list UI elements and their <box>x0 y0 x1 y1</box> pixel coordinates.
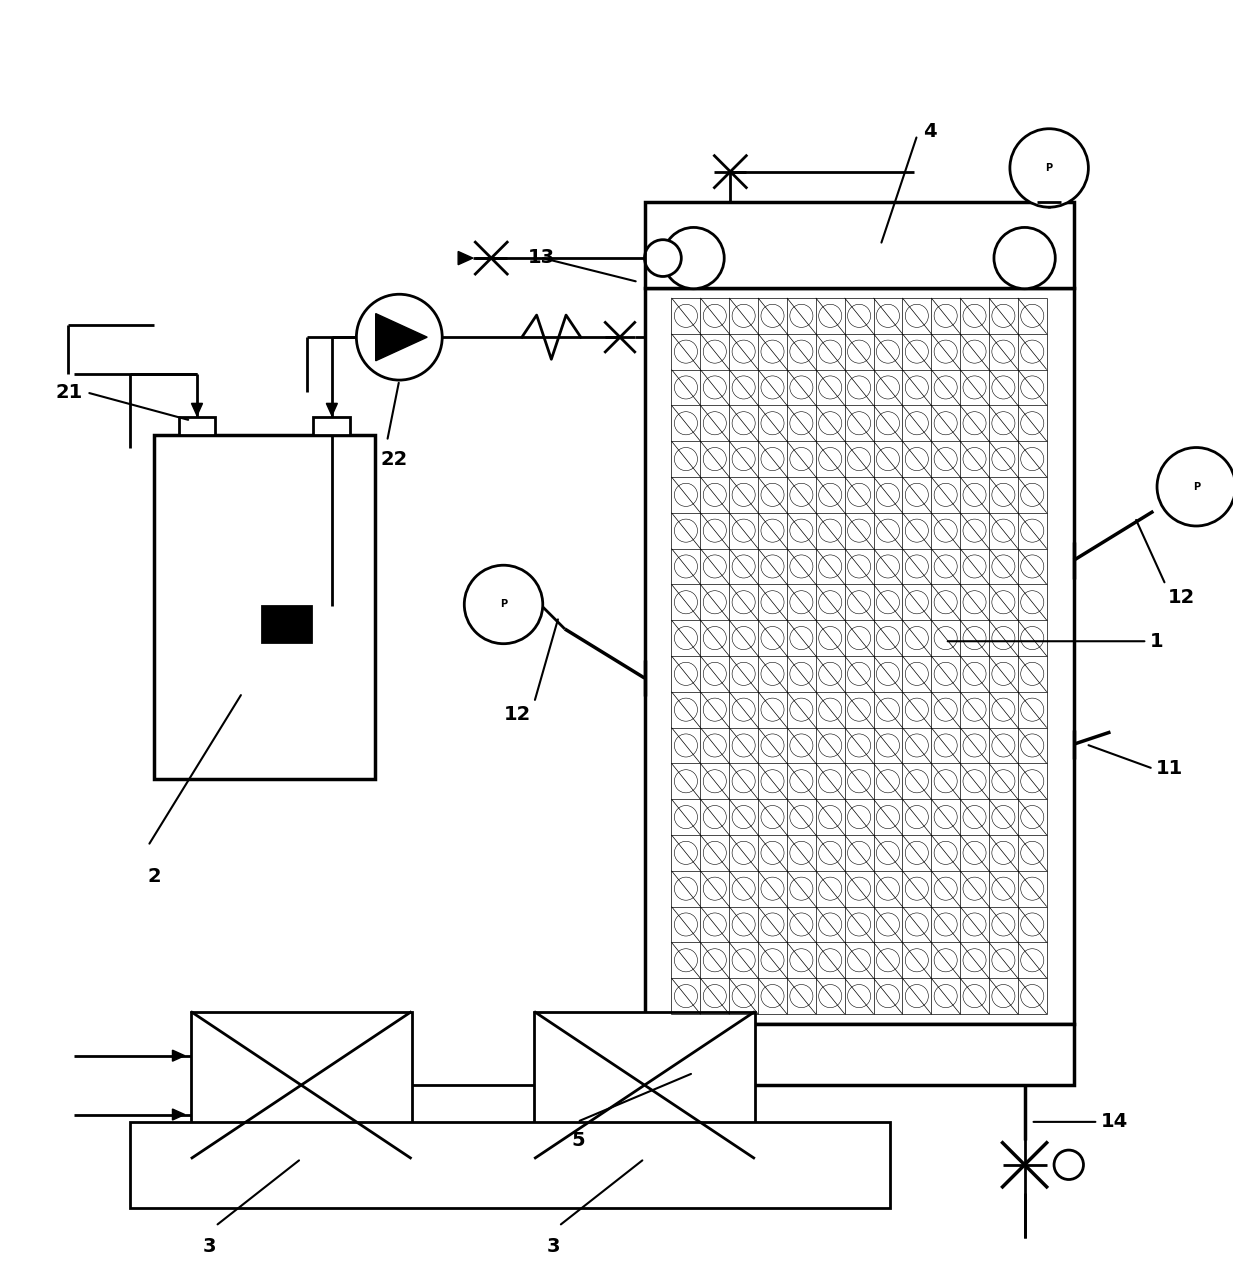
Bar <box>314 417 350 436</box>
Circle shape <box>663 228 724 289</box>
Bar <box>534 1011 755 1158</box>
Bar <box>154 436 374 778</box>
Bar <box>191 1011 412 1158</box>
Bar <box>645 203 1074 288</box>
Text: 1: 1 <box>1149 632 1163 651</box>
Text: 5: 5 <box>570 1130 584 1149</box>
Text: 4: 4 <box>924 122 937 141</box>
Bar <box>645 1024 1074 1085</box>
Circle shape <box>994 228 1055 289</box>
Bar <box>179 417 216 436</box>
Circle shape <box>464 565 543 644</box>
Circle shape <box>1157 447 1235 526</box>
Bar <box>645 288 1074 1024</box>
Circle shape <box>1009 129 1089 208</box>
Text: 22: 22 <box>381 450 408 469</box>
Circle shape <box>1054 1150 1084 1180</box>
Bar <box>129 1121 890 1207</box>
Text: 21: 21 <box>56 383 83 402</box>
Text: 3: 3 <box>547 1238 560 1257</box>
Polygon shape <box>326 403 337 416</box>
Text: 13: 13 <box>528 248 556 267</box>
Text: 12: 12 <box>1168 588 1195 607</box>
Text: 2: 2 <box>148 867 161 886</box>
Text: P: P <box>500 599 507 609</box>
Polygon shape <box>376 313 428 361</box>
Polygon shape <box>172 1050 185 1062</box>
Text: 14: 14 <box>1101 1112 1128 1131</box>
Text: 3: 3 <box>203 1238 217 1257</box>
Circle shape <box>645 239 681 276</box>
Text: P: P <box>1193 481 1200 492</box>
Polygon shape <box>458 251 472 265</box>
Polygon shape <box>191 403 202 416</box>
Polygon shape <box>172 1109 185 1120</box>
Bar <box>262 606 311 642</box>
Text: P: P <box>1045 163 1053 174</box>
Text: 12: 12 <box>503 706 531 725</box>
Circle shape <box>356 294 443 380</box>
Text: 11: 11 <box>1156 759 1183 778</box>
